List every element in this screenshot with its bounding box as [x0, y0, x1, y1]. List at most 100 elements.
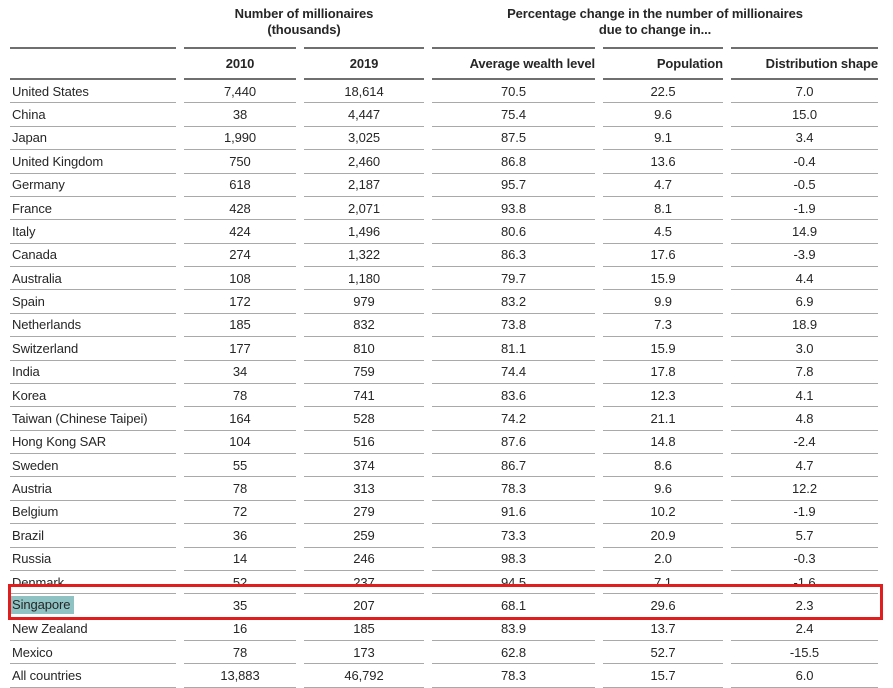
cell-distribution: 7.8 [731, 361, 878, 384]
cell-avg_wealth: 86.7 [432, 454, 595, 478]
table-row-united-kingdom: United Kingdom 750 2,460 86.8 13.6 -0.4 [10, 150, 878, 174]
cell-population: 52.7 [603, 641, 723, 665]
cell-y2019: 313 [304, 477, 424, 501]
table-row-china: China 38 4,447 75.4 9.6 15.0 [10, 103, 878, 127]
group-header-row: Number of millionaires (thousands) Perce… [10, 0, 878, 47]
cell-distribution: 4.8 [731, 407, 878, 431]
cell-y2019: 2,460 [304, 150, 424, 174]
cell-y2010: 55 [184, 454, 296, 478]
cell-y2010: 750 [184, 150, 296, 174]
cell-y2019: 46,792 [304, 664, 424, 688]
cell-distribution: 6.0 [731, 664, 878, 688]
cell-avg_wealth: 79.7 [432, 267, 595, 291]
cell-population: 14.8 [603, 431, 723, 454]
cell-distribution: -15.5 [731, 641, 878, 665]
cell-country: Taiwan (Chinese Taipei) [10, 407, 176, 431]
cell-avg_wealth: 70.5 [432, 80, 595, 104]
cell-y2010: 1,990 [184, 127, 296, 151]
cell-country: Japan [10, 127, 176, 151]
cell-y2010: 618 [184, 174, 296, 197]
cell-y2019: 279 [304, 501, 424, 525]
cell-country: Belgium [10, 501, 176, 525]
cell-y2019: 374 [304, 454, 424, 478]
cell-country: Denmark [10, 571, 176, 595]
cell-population: 10.2 [603, 501, 723, 525]
cell-country: United Kingdom [10, 150, 176, 174]
cell-distribution: 5.7 [731, 524, 878, 548]
cell-y2019: 832 [304, 314, 424, 338]
table-row-belgium: Belgium 72 279 91.6 10.2 -1.9 [10, 501, 878, 525]
cell-country: Germany [10, 174, 176, 197]
cell-distribution: 7.0 [731, 80, 878, 104]
cell-distribution: -0.4 [731, 150, 878, 174]
table-row-austria: Austria 78 313 78.3 9.6 12.2 [10, 477, 878, 501]
cell-distribution: 4.7 [731, 454, 878, 478]
cell-y2019: 2,187 [304, 174, 424, 197]
cell-y2010: 36 [184, 524, 296, 548]
cell-avg_wealth: 93.8 [432, 197, 595, 221]
table-row-singapore: Singapore 35 207 68.1 29.6 2.3 [10, 594, 878, 618]
column-header-country [10, 47, 176, 80]
cell-avg_wealth: 83.6 [432, 384, 595, 408]
cell-population: 8.6 [603, 454, 723, 478]
cell-avg_wealth: 83.9 [432, 618, 595, 641]
table-row-united-states: United States 7,440 18,614 70.5 22.5 7.0 [10, 80, 878, 104]
cell-avg_wealth: 80.6 [432, 220, 595, 244]
cell-population: 15.7 [603, 664, 723, 688]
cell-population: 9.9 [603, 290, 723, 314]
table-row-mexico: Mexico 78 173 62.8 52.7 -15.5 [10, 641, 878, 665]
cell-avg_wealth: 81.1 [432, 337, 595, 361]
table-body: United States 7,440 18,614 70.5 22.5 7.0 China… [10, 80, 878, 688]
table-row-brazil: Brazil 36 259 73.3 20.9 5.7 [10, 524, 878, 548]
table-row-sweden: Sweden 55 374 86.7 8.6 4.7 [10, 454, 878, 478]
group-header-empty [10, 0, 176, 47]
table-row-japan: Japan 1,990 3,025 87.5 9.1 3.4 [10, 127, 878, 151]
column-header-average-wealth: Average wealth level [432, 47, 595, 80]
cell-y2010: 185 [184, 314, 296, 338]
cell-y2010: 13,883 [184, 664, 296, 688]
cell-y2010: 34 [184, 361, 296, 384]
table-row-switzerland: Switzerland 177 810 81.1 15.9 3.0 [10, 337, 878, 361]
cell-avg_wealth: 98.3 [432, 548, 595, 571]
cell-y2019: 185 [304, 618, 424, 641]
cell-y2010: 424 [184, 220, 296, 244]
cell-avg_wealth: 73.8 [432, 314, 595, 338]
table-row-spain: Spain 172 979 83.2 9.9 6.9 [10, 290, 878, 314]
cell-population: 12.3 [603, 384, 723, 408]
table-row-france: France 428 2,071 93.8 8.1 -1.9 [10, 197, 878, 221]
cell-avg_wealth: 91.6 [432, 501, 595, 525]
cell-distribution: 18.9 [731, 314, 878, 338]
cell-y2019: 759 [304, 361, 424, 384]
cell-y2019: 4,447 [304, 103, 424, 127]
table-row-germany: Germany 618 2,187 95.7 4.7 -0.5 [10, 174, 878, 197]
millionaires-table: Number of millionaires (thousands) Perce… [10, 0, 878, 688]
cell-y2010: 16 [184, 618, 296, 641]
cell-country: Mexico [10, 641, 176, 665]
cell-country: Brazil [10, 524, 176, 548]
column-header-distribution-shape: Distribution shape [731, 47, 878, 80]
cell-population: 13.6 [603, 150, 723, 174]
cell-country: Sweden [10, 454, 176, 478]
cell-y2019: 3,025 [304, 127, 424, 151]
cell-population: 22.5 [603, 80, 723, 104]
table-row-italy: Italy 424 1,496 80.6 4.5 14.9 [10, 220, 878, 244]
cell-y2019: 18,614 [304, 80, 424, 104]
cell-y2019: 979 [304, 290, 424, 314]
cell-distribution: 2.4 [731, 618, 878, 641]
cell-y2010: 78 [184, 641, 296, 665]
cell-y2010: 38 [184, 103, 296, 127]
table-row-russia: Russia 14 246 98.3 2.0 -0.3 [10, 548, 878, 571]
cell-population: 7.1 [603, 571, 723, 595]
cell-distribution: 14.9 [731, 220, 878, 244]
cell-country: Singapore [10, 594, 176, 618]
cell-avg_wealth: 78.3 [432, 664, 595, 688]
cell-avg_wealth: 86.3 [432, 244, 595, 267]
cell-country: France [10, 197, 176, 221]
table-row-denmark: Denmark 52 237 94.5 7.1 -1.6 [10, 571, 878, 595]
cell-country: Korea [10, 384, 176, 408]
cell-country: China [10, 103, 176, 127]
table-row-hong-kong-sar: Hong Kong SAR 104 516 87.6 14.8 -2.4 [10, 431, 878, 454]
cell-y2019: 810 [304, 337, 424, 361]
cell-y2019: 173 [304, 641, 424, 665]
